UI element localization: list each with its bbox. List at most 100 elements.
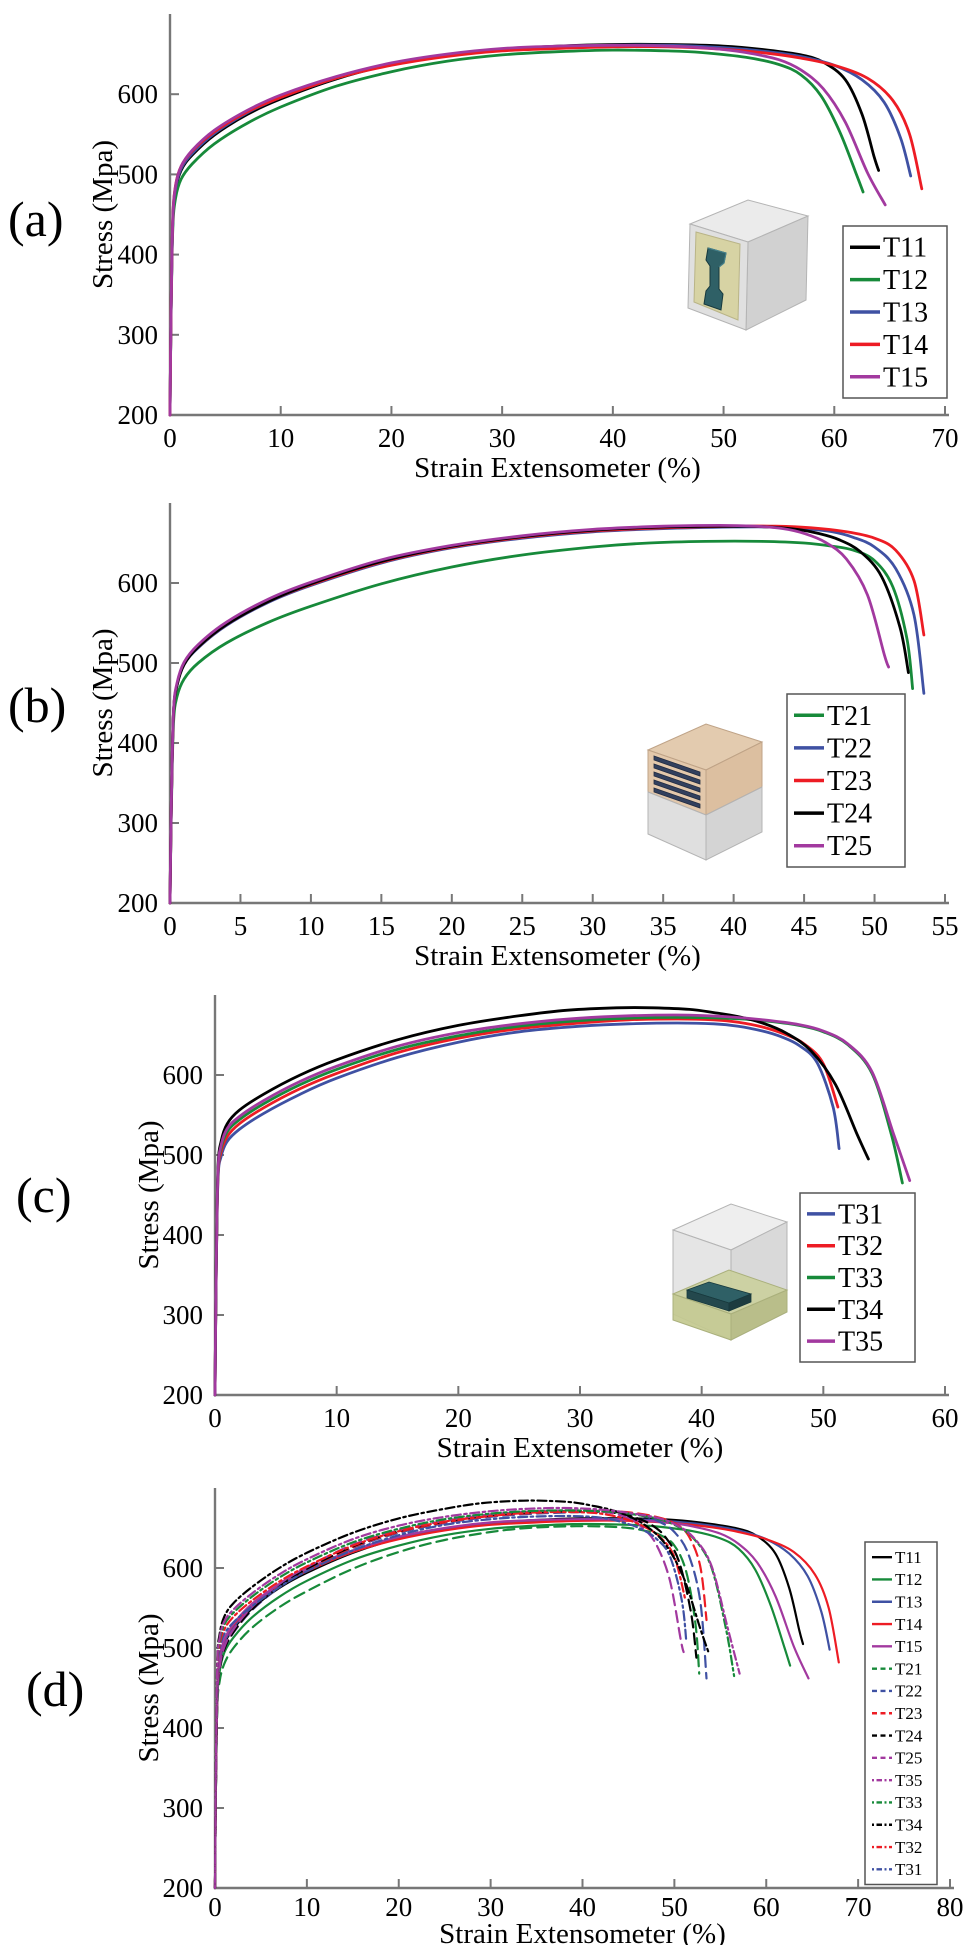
legend-item-T35: T35 bbox=[807, 1327, 883, 1358]
x-tick-label: 10 bbox=[293, 1892, 320, 1922]
x-tick-label: 35 bbox=[650, 911, 677, 941]
panel-label-d: (d) bbox=[26, 1661, 85, 1717]
legend-label: T22 bbox=[827, 733, 872, 764]
y-tick-label: 400 bbox=[118, 728, 159, 758]
legend-label: T13 bbox=[883, 298, 928, 329]
legend-label: T23 bbox=[827, 766, 872, 797]
x-tick-label: 20 bbox=[378, 423, 405, 453]
x-axis-label: Strain Extensometer (%) bbox=[414, 940, 701, 972]
series-T31-curve bbox=[213, 1514, 688, 1890]
legend-item-T14: T14 bbox=[850, 330, 928, 361]
tick-marks-a bbox=[169, 93, 946, 415]
legend-item-T15: T15 bbox=[850, 362, 928, 393]
x-tick-label: 25 bbox=[509, 911, 536, 941]
y-tick-label: 400 bbox=[118, 240, 159, 270]
legend-item-T23: T23 bbox=[872, 1704, 922, 1723]
legend-item-T13: T13 bbox=[872, 1593, 922, 1612]
x-tick-label: 20 bbox=[385, 1892, 412, 1922]
axes-d bbox=[213, 1488, 954, 1890]
legend-label: T34 bbox=[838, 1295, 883, 1326]
legend-label: T35 bbox=[838, 1327, 883, 1358]
series-T15-curve bbox=[213, 1518, 810, 1890]
x-tick-label: 50 bbox=[810, 1403, 837, 1433]
tick-labels-d: 0 10 20 30 40 50 60 70 80 200 300 400 500 600 bbox=[163, 1553, 963, 1922]
tick-marks-d bbox=[214, 1567, 951, 1888]
legend-label: T33 bbox=[895, 1793, 922, 1812]
legend-label: T25 bbox=[827, 831, 872, 862]
tick-labels-c: 0 10 20 30 40 50 60 200 300 400 500 600 bbox=[163, 1060, 959, 1433]
series-T14-curve bbox=[213, 1519, 840, 1890]
y-tick-label: 300 bbox=[163, 1300, 204, 1330]
x-tick-label: 20 bbox=[445, 1403, 472, 1433]
legend-label: T22 bbox=[895, 1682, 922, 1701]
legend-item-T32: T32 bbox=[872, 1838, 922, 1857]
legend-item-T21: T21 bbox=[794, 701, 872, 732]
series-T34-curve bbox=[213, 1499, 710, 1890]
panel-label-b: (b) bbox=[8, 677, 67, 733]
x-tick-label: 40 bbox=[688, 1403, 715, 1433]
x-tick-label: 30 bbox=[567, 1403, 594, 1433]
legend-label: T31 bbox=[895, 1860, 922, 1879]
y-tick-label: 500 bbox=[163, 1140, 204, 1170]
y-tick-label: 300 bbox=[163, 1793, 204, 1823]
series-T33-curve bbox=[213, 1509, 736, 1890]
legend-label: T15 bbox=[895, 1637, 922, 1656]
legend-d: T11 T12 T13 T14 T15 T21 T22 T23 T24 T25 T35 T33 T34 T… bbox=[864, 1541, 938, 1886]
legend-label: T21 bbox=[827, 701, 872, 732]
x-tick-label: 0 bbox=[208, 1403, 222, 1433]
y-tick-label: 600 bbox=[118, 568, 159, 598]
cube-vertical-specimen-icon bbox=[687, 199, 810, 331]
legend-item-T33: T33 bbox=[807, 1263, 883, 1294]
x-tick-label: 55 bbox=[932, 911, 959, 941]
x-tick-label: 60 bbox=[821, 423, 848, 453]
legend-item-T31: T31 bbox=[872, 1860, 922, 1879]
legend-item-T32: T32 bbox=[807, 1231, 883, 1262]
legend-label: T34 bbox=[895, 1816, 923, 1835]
y-tick-label: 400 bbox=[163, 1220, 204, 1250]
x-tick-label: 30 bbox=[477, 1892, 504, 1922]
tick-labels-a: 0 10 20 30 40 50 60 70 200 300 400 500 600 bbox=[118, 79, 959, 453]
x-tick-label: 60 bbox=[932, 1403, 959, 1433]
x-tick-label: 10 bbox=[323, 1403, 350, 1433]
cube-flat-horizontal-specimen-icon bbox=[671, 1203, 789, 1341]
legend-label: T11 bbox=[883, 233, 927, 264]
panel-label-a: (a) bbox=[8, 191, 64, 247]
legend-item-T21: T21 bbox=[872, 1659, 922, 1678]
legend-item-T34: T34 bbox=[807, 1295, 883, 1326]
series-T21-curve bbox=[168, 539, 914, 905]
y-tick-label: 600 bbox=[163, 1553, 204, 1583]
legend-label: T33 bbox=[838, 1263, 883, 1294]
y-tick-label: 400 bbox=[163, 1713, 204, 1743]
series-T32-curve bbox=[213, 1510, 687, 1890]
y-tick-label: 500 bbox=[118, 159, 159, 189]
x-tick-label: 80 bbox=[937, 1892, 963, 1922]
legend-label: T12 bbox=[895, 1570, 922, 1589]
x-tick-label: 15 bbox=[368, 911, 395, 941]
x-tick-label: 40 bbox=[720, 911, 747, 941]
legend-item-T13: T13 bbox=[850, 298, 928, 329]
y-axis-label: Stress (Mpa) bbox=[133, 1120, 165, 1269]
legend-label: T24 bbox=[827, 799, 872, 830]
chart-panel-a: 0 10 20 30 40 50 60 70 200 300 400 500 600 Strain Ext… bbox=[87, 14, 959, 484]
legend-item-T22: T22 bbox=[794, 733, 872, 764]
legend-label: T15 bbox=[883, 362, 928, 393]
x-tick-label: 45 bbox=[791, 911, 818, 941]
x-tick-label: 5 bbox=[234, 911, 248, 941]
legend-label: T32 bbox=[895, 1838, 922, 1857]
series-T12-curve bbox=[213, 1522, 792, 1890]
series-T25-curve bbox=[168, 523, 890, 905]
legend-label: T14 bbox=[883, 330, 928, 361]
x-tick-label: 30 bbox=[579, 911, 606, 941]
x-tick-label: 0 bbox=[163, 423, 177, 453]
legend-label: T35 bbox=[895, 1771, 922, 1790]
x-tick-label: 30 bbox=[489, 423, 516, 453]
legend-item-T34: T34 bbox=[872, 1816, 923, 1835]
cube-stacked-horizontal-specimens-icon bbox=[646, 723, 764, 861]
series-T34-curve bbox=[213, 1006, 870, 1397]
legend-item-T11: T11 bbox=[872, 1548, 922, 1567]
x-tick-label: 40 bbox=[569, 1892, 596, 1922]
y-tick-label: 500 bbox=[118, 648, 159, 678]
